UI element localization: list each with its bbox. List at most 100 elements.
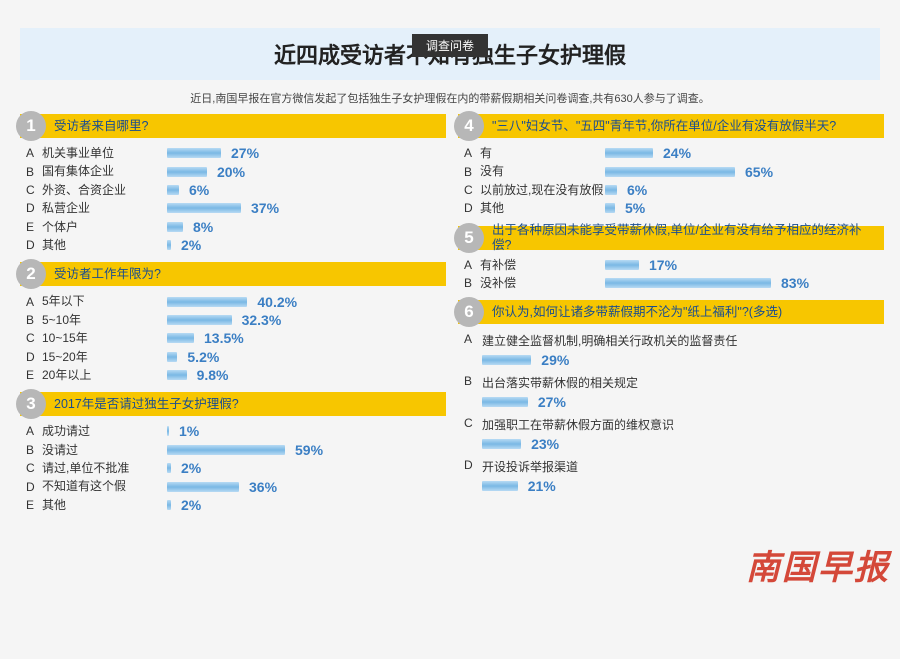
bar-wrap: 5%: [605, 201, 884, 215]
bar-wrap: 36%: [167, 480, 446, 494]
option-percent: 17%: [649, 257, 677, 273]
bar-wrap: 8%: [167, 220, 446, 234]
option-row: B国有集体企业20%: [26, 164, 446, 178]
option-row: B没请过 59%: [26, 443, 446, 457]
question-title: 出于各种原因未能享受带薪休假,单位/企业有没有给予相应的经济补偿?: [492, 223, 884, 252]
option-row: D不知道有这个假36%: [26, 479, 446, 493]
option-percent: 2%: [181, 237, 201, 253]
option-letter: B: [26, 443, 42, 457]
option-bar: [167, 463, 171, 473]
option-label: 没请过: [42, 443, 167, 457]
option-label: 成功请过: [42, 424, 167, 438]
question-6: 6你认为,如何让诸多带薪假期不沦为"纸上福利"?(多选)A建立健全监督机制,明确…: [458, 300, 884, 494]
option-bar: [167, 370, 187, 380]
survey-badge: 调查问卷: [412, 34, 488, 57]
option-letter: C: [464, 416, 482, 433]
option-letter: B: [26, 313, 42, 327]
question-4: 4"三八"妇女节、"五四"青年节,你所在单位/企业有没有放假半天?A有24%B没…: [458, 114, 884, 216]
option-letter: E: [26, 220, 42, 234]
option-percent: 37%: [251, 200, 279, 216]
option-bar: [167, 203, 241, 213]
option-bar: [482, 355, 531, 365]
option-letter: A: [26, 146, 42, 160]
question-title: "三八"妇女节、"五四"青年节,你所在单位/企业有没有放假半天?: [492, 119, 842, 133]
option-percent: 32.3%: [242, 312, 282, 328]
option-letter: B: [464, 374, 482, 391]
option-bar: [167, 148, 221, 158]
question-title: 受访者工作年限为?: [54, 267, 167, 281]
option-label: 出台落实带薪休假的相关规定: [482, 374, 638, 391]
option-label: 没补偿: [480, 276, 605, 290]
question-title: 2017年是否请过独生子女护理假?: [54, 397, 245, 411]
option-row: E个体户 8%: [26, 220, 446, 234]
question-header: 4"三八"妇女节、"五四"青年节,你所在单位/企业有没有放假半天?: [458, 114, 884, 138]
bar-wrap: 17%: [605, 258, 884, 272]
question-title: 受访者来自哪里?: [54, 119, 154, 133]
option-percent: 59%: [295, 442, 323, 458]
right-column: 4"三八"妇女节、"五四"青年节,你所在单位/企业有没有放假半天?A有24%B没…: [458, 114, 884, 522]
option-bar: [167, 167, 207, 177]
option-bar: [605, 260, 639, 270]
option-row: A成功请过1%: [26, 424, 446, 438]
option-label: 10~15年: [42, 331, 167, 345]
option-label: 个体户: [42, 220, 167, 234]
option-label: 有: [480, 146, 605, 160]
option-row: B没补偿83%: [464, 276, 884, 290]
question-number-badge: 6: [454, 297, 484, 327]
option-letter: D: [26, 480, 42, 494]
option-bar: [167, 352, 177, 362]
option-letter: E: [26, 498, 42, 512]
option-letter: C: [26, 461, 42, 475]
option-percent: 20%: [217, 164, 245, 180]
option-bar: [167, 315, 232, 325]
option-bar: [167, 445, 285, 455]
bar-wrap: 65%: [605, 165, 884, 179]
option-letter: D: [26, 350, 42, 364]
bar-wrap: 40.2%: [167, 295, 446, 309]
option-row: B出台落实带薪休假的相关规定 27%: [464, 374, 884, 410]
bar-wrap: 83%: [605, 276, 884, 290]
option-percent: 23%: [531, 436, 559, 452]
option-bar: [167, 500, 171, 510]
option-percent: 9.8%: [197, 367, 229, 383]
option-label: 外资、合资企业: [42, 183, 167, 197]
option-letter: C: [26, 331, 42, 345]
option-row: D开设投诉举报渠道21%: [464, 458, 884, 494]
option-label: 国有集体企业: [42, 164, 167, 178]
bar-wrap: 37%: [167, 201, 446, 215]
option-percent: 8%: [193, 219, 213, 235]
option-percent: 2%: [181, 497, 201, 513]
option-letter: D: [464, 458, 482, 475]
option-label: 其他: [42, 498, 167, 512]
option-percent: 36%: [249, 479, 277, 495]
option-bar: [167, 240, 171, 250]
question-number-badge: 1: [16, 111, 46, 141]
option-bar: [482, 397, 528, 407]
question-number-badge: 5: [454, 223, 484, 253]
option-percent: 5%: [625, 200, 645, 216]
option-label: 20年以上: [42, 368, 167, 382]
bar-wrap: 27%: [167, 146, 446, 160]
option-percent: 27%: [538, 394, 566, 410]
option-percent: 1%: [179, 423, 199, 439]
option-row: D15~20年5.2%: [26, 350, 446, 364]
question-5: 5出于各种原因未能享受带薪休假,单位/企业有没有给予相应的经济补偿?A有补偿17…: [458, 226, 884, 291]
option-percent: 6%: [189, 182, 209, 198]
option-bar: [605, 278, 771, 288]
option-label: 开设投诉举报渠道: [482, 458, 578, 475]
bar-wrap: 24%: [605, 146, 884, 160]
bar-wrap: 1%: [167, 424, 446, 438]
bar-wrap: 2%: [167, 461, 446, 475]
option-bar: [167, 426, 169, 436]
option-row: A5年以下40.2%: [26, 294, 446, 308]
question-header: 5出于各种原因未能享受带薪休假,单位/企业有没有给予相应的经济补偿?: [458, 226, 884, 250]
option-bar: [605, 185, 617, 195]
option-letter: D: [26, 238, 42, 252]
option-letter: A: [26, 295, 42, 309]
option-label: 5~10年: [42, 313, 167, 327]
option-bar: [482, 481, 518, 491]
option-bar: [605, 148, 653, 158]
option-letter: A: [464, 332, 482, 349]
bar-wrap: 2%: [167, 498, 446, 512]
option-letter: B: [464, 165, 480, 179]
